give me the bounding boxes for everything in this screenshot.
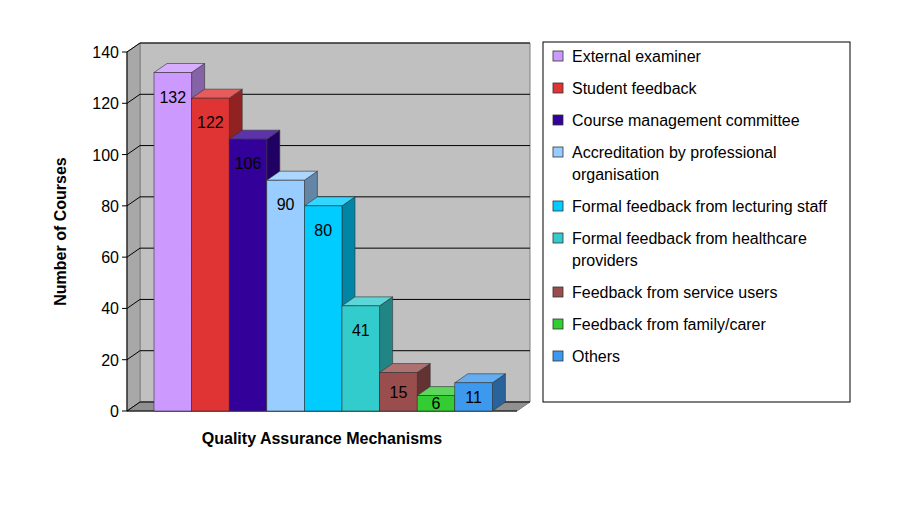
tick-label: 80 — [101, 198, 119, 215]
tick-label: 100 — [92, 147, 119, 164]
legend-line: Course management committee — [572, 112, 800, 129]
data-label: 106 — [235, 155, 262, 172]
grid-line-side — [127, 248, 140, 257]
tick-mark — [122, 308, 127, 309]
grid-line-side — [127, 351, 140, 360]
legend-label: External examiner — [572, 48, 702, 65]
data-label: 11 — [465, 389, 482, 406]
legend-label: Course management committee — [572, 112, 800, 129]
bar — [342, 306, 380, 411]
tick-label: 20 — [101, 352, 119, 369]
bar-top — [455, 374, 506, 383]
grid-line-side — [127, 146, 140, 155]
grid-line-side — [127, 197, 140, 206]
grid-line-side — [127, 43, 140, 52]
legend-swatch — [553, 201, 563, 211]
bar — [154, 73, 192, 411]
legend-swatch — [553, 351, 563, 361]
grid-line — [140, 43, 530, 44]
bar — [380, 373, 418, 411]
grid-line-side — [127, 299, 140, 308]
legend-line: Formal feedback from healthcare — [572, 230, 807, 247]
legend-line: Feedback from family/carer — [572, 316, 767, 333]
tick-mark — [122, 411, 127, 412]
legend-label: Student feedback — [572, 80, 698, 97]
legend-swatch — [553, 51, 563, 61]
tick-label: 60 — [101, 249, 119, 266]
data-label: 15 — [390, 384, 408, 401]
legend-label: Feedback from service users — [572, 284, 777, 301]
legend-label: Others — [572, 348, 620, 365]
legend-box — [543, 42, 850, 402]
legend-swatch — [553, 319, 563, 329]
bar-group — [455, 374, 506, 411]
legend-swatch — [553, 147, 563, 157]
bar — [192, 98, 230, 411]
x-axis-title: Quality Assurance Mechanisms — [202, 430, 442, 447]
legend-swatch — [553, 115, 563, 125]
bar-top — [304, 197, 355, 206]
data-label: 6 — [432, 395, 441, 412]
side-wall — [127, 43, 140, 411]
bar-top — [229, 130, 280, 139]
bar — [455, 383, 493, 411]
tick-mark — [122, 52, 127, 53]
tick-label: 0 — [110, 403, 119, 420]
tick-label: 120 — [92, 95, 119, 112]
data-label: 41 — [352, 322, 370, 339]
tick-label: 140 — [92, 44, 119, 61]
legend-label: Formal feedback from lecturing staff — [572, 198, 827, 215]
y-axis-title: Number of Courses — [52, 157, 69, 306]
legend-line: Accreditation by professional — [572, 144, 777, 161]
grid-line-side — [127, 94, 140, 103]
legend-swatch — [553, 287, 563, 297]
legend-line: External examiner — [572, 48, 702, 65]
tick-mark — [122, 257, 127, 258]
grid-line-side — [127, 402, 140, 411]
legend-line: organisation — [572, 166, 659, 183]
tick-mark — [122, 154, 127, 155]
y-axis — [127, 52, 128, 411]
tick-label: 40 — [101, 300, 119, 317]
bar-top — [154, 64, 205, 73]
bar — [304, 206, 342, 411]
legend-label: Accreditation by professional organisatio… — [572, 144, 777, 183]
tick-mark — [122, 205, 127, 206]
legend-label: Formal feedback from healthcare providers — [572, 230, 807, 269]
bar — [267, 180, 305, 411]
tick-mark — [122, 359, 127, 360]
legend-line: Student feedback — [572, 80, 698, 97]
legend: External examiner Student feedback Course … — [543, 42, 850, 402]
data-label: 80 — [314, 222, 332, 239]
legend-label: Feedback from family/carer — [572, 316, 767, 333]
chart: 0 20 40 60 80 100 120 140 132 122 106 90 80 41 15 6 11 Qu… — [0, 0, 900, 513]
data-label: 132 — [159, 89, 186, 106]
data-label: 122 — [197, 114, 224, 131]
bar — [229, 139, 267, 411]
legend-line: Formal feedback from lecturing staff — [572, 198, 827, 215]
legend-swatch — [553, 233, 563, 243]
bar-top — [267, 171, 318, 180]
legend-line: Others — [572, 348, 620, 365]
bar-top — [192, 89, 243, 98]
tick-mark — [122, 103, 127, 104]
legend-line: Feedback from service users — [572, 284, 777, 301]
bars — [154, 64, 505, 411]
legend-swatch — [553, 83, 563, 93]
data-label: 90 — [277, 196, 295, 213]
bar-top — [342, 297, 393, 306]
legend-line: providers — [572, 252, 638, 269]
bar-top — [380, 364, 431, 373]
